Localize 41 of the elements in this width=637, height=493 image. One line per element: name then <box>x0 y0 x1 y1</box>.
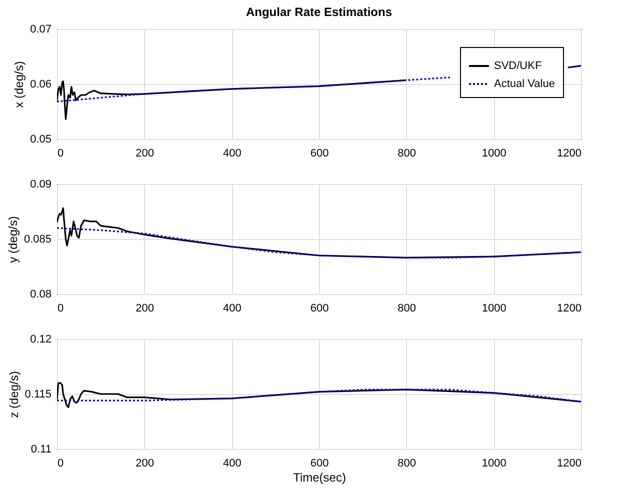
y-tick-label: 0.06 <box>30 78 52 90</box>
line-series <box>57 388 581 402</box>
y-axis-title: y (deg/s) <box>6 216 20 263</box>
x-tick-label: 600 <box>310 148 329 160</box>
x-tick-label: 400 <box>222 148 242 160</box>
x-tick-label: 200 <box>136 458 154 470</box>
line-series <box>57 207 581 258</box>
x-tick-label: 1000 <box>482 458 506 470</box>
x-tick-label: 1200 <box>557 302 582 314</box>
y-tick-label: 0.12 <box>30 334 52 346</box>
x-tick-label: 600 <box>310 458 329 470</box>
x-tick-label: 1000 <box>482 302 506 314</box>
x-tick-label: 400 <box>222 302 242 314</box>
y-tick-label: 0.08 <box>30 288 52 300</box>
y-tick-label: 0.07 <box>30 24 52 36</box>
y-tick-label: 0.05 <box>30 134 52 146</box>
x-tick-label: 200 <box>136 302 154 314</box>
x-tick-label: 0 <box>58 148 64 160</box>
x-tick-label: 0 <box>58 302 64 314</box>
legend-label: Actual Value <box>494 78 555 90</box>
x-tick-label: 200 <box>136 148 154 160</box>
line-series <box>57 382 581 408</box>
x-tick-label: 600 <box>310 302 329 314</box>
x-tick-label: 1000 <box>482 148 506 160</box>
x-tick-label: 400 <box>222 458 242 470</box>
y-tick-label: 0.085 <box>24 234 52 246</box>
x-tick-label: 800 <box>398 458 416 470</box>
chart-title: Angular Rate Estimations <box>246 5 392 19</box>
y-tick-label: 0.09 <box>30 178 52 190</box>
y-axis-title: x (deg/s) <box>12 61 26 108</box>
x-tick-label: 1200 <box>557 458 582 470</box>
x-tick-label: 800 <box>398 148 416 160</box>
x-tick-label: 1200 <box>557 148 582 160</box>
y-tick-label: 0.115 <box>24 388 52 400</box>
x-tick-label: 0 <box>58 458 64 470</box>
y-axis-title: z (deg/s) <box>6 371 21 418</box>
y-tick-label: 0.11 <box>30 444 52 456</box>
line-series <box>57 227 581 258</box>
legend-label: SVD/UKF <box>494 60 542 72</box>
x-axis-title: Time(sec) <box>293 470 346 484</box>
x-tick-label: 800 <box>398 302 416 314</box>
